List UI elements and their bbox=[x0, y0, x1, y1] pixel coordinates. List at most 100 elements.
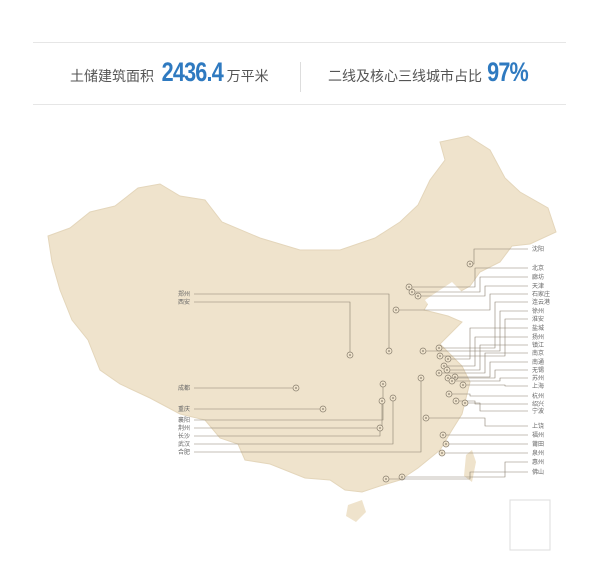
city-label: 合肥 bbox=[178, 448, 190, 456]
city-label: 镇江 bbox=[532, 341, 544, 349]
city-label: 扬州 bbox=[532, 333, 544, 341]
leader-line bbox=[418, 285, 528, 297]
city-label: 佛山 bbox=[532, 468, 544, 476]
stat-label: 二线及核心三线城市占比 bbox=[328, 69, 482, 85]
city-label: 荆州 bbox=[178, 424, 190, 432]
stat-value: 2436.4 bbox=[161, 57, 224, 87]
leader-line bbox=[465, 402, 528, 412]
city-label: 苏州 bbox=[532, 374, 544, 382]
city-marker-center bbox=[322, 408, 324, 410]
city-marker-center bbox=[295, 387, 297, 389]
city-marker-center bbox=[379, 427, 381, 429]
stat-value: 97% bbox=[487, 57, 529, 87]
leader-line bbox=[396, 293, 528, 311]
stat-city-ratio: 二线及核心三线城市占比 97% bbox=[328, 57, 533, 87]
city-marker-center bbox=[448, 393, 450, 395]
city-marker-center bbox=[445, 443, 447, 445]
stat-land-area: 土储建筑面积 2436.4 万平米 bbox=[70, 57, 269, 87]
city-marker-center bbox=[451, 380, 453, 382]
leader-line bbox=[444, 336, 528, 367]
city-marker-center bbox=[392, 397, 394, 399]
city-marker-center bbox=[438, 372, 440, 374]
city-label: 盐城 bbox=[532, 324, 544, 332]
leader-line bbox=[194, 293, 390, 351]
city-marker-center bbox=[349, 354, 351, 356]
city-marker-center bbox=[385, 478, 387, 480]
leader-line bbox=[386, 471, 528, 480]
city-marker-center bbox=[408, 286, 410, 288]
leader-line bbox=[463, 384, 528, 387]
leader-line bbox=[449, 393, 528, 397]
city-marker-center bbox=[401, 476, 403, 478]
city-marker-center bbox=[441, 452, 443, 454]
leader-line bbox=[448, 327, 528, 360]
city-label: 徐州 bbox=[532, 307, 544, 315]
city-label: 北京 bbox=[532, 264, 544, 272]
city-marker-center bbox=[388, 350, 390, 352]
city-label: 天津 bbox=[532, 283, 544, 290]
south-sea-inset bbox=[509, 499, 551, 551]
city-label: 沈阳 bbox=[532, 245, 544, 253]
leader-line bbox=[440, 318, 528, 357]
city-marker-center bbox=[438, 347, 440, 349]
city-label: 襄阳 bbox=[178, 416, 190, 424]
city-label: 宁波 bbox=[532, 407, 544, 415]
city-label: 杭州 bbox=[532, 392, 544, 400]
leader-line bbox=[423, 310, 528, 352]
city-marker-center bbox=[464, 402, 466, 404]
city-label: 石家庄 bbox=[532, 290, 550, 298]
city-marker-center bbox=[422, 350, 424, 352]
leader-line bbox=[409, 267, 528, 288]
city-marker-center bbox=[443, 365, 445, 367]
city-marker-center bbox=[420, 377, 422, 379]
city-label: 长沙 bbox=[178, 432, 190, 440]
city-marker-center bbox=[425, 417, 427, 419]
leader-line bbox=[194, 384, 384, 421]
city-marker-center bbox=[446, 369, 448, 371]
leader-line bbox=[194, 398, 394, 445]
leader-line bbox=[412, 276, 528, 293]
leader-line bbox=[447, 344, 528, 371]
city-label: 绍兴 bbox=[532, 400, 544, 408]
city-marker-center bbox=[442, 434, 444, 436]
city-label: 上饶 bbox=[532, 422, 544, 430]
leader-line bbox=[402, 461, 528, 478]
city-marker-center bbox=[447, 377, 449, 379]
china-landmass bbox=[47, 135, 557, 493]
city-label: 莆田 bbox=[532, 440, 544, 448]
city-label: 成都 bbox=[178, 384, 190, 392]
bottom-divider bbox=[33, 104, 566, 105]
stat-unit: 万平米 bbox=[226, 69, 269, 85]
city-label: 泉州 bbox=[532, 449, 544, 457]
stat-separator bbox=[300, 62, 301, 92]
city-marker-center bbox=[469, 263, 471, 265]
city-marker-center bbox=[382, 383, 384, 385]
hainan-island bbox=[346, 500, 366, 522]
city-marker-center bbox=[454, 376, 456, 378]
city-label: 南京 bbox=[532, 349, 544, 357]
leader-line bbox=[426, 417, 528, 427]
city-marker-center bbox=[439, 355, 441, 357]
leader-line bbox=[194, 378, 422, 453]
leader-line bbox=[439, 301, 528, 349]
city-label: 武汉 bbox=[178, 440, 190, 448]
city-marker-center bbox=[447, 358, 449, 360]
city-label: 南通 bbox=[532, 358, 544, 366]
city-marker-center bbox=[395, 309, 397, 311]
city-label: 廊坊 bbox=[532, 273, 544, 281]
stat-label: 土储建筑面积 bbox=[70, 69, 154, 85]
leader-line bbox=[194, 301, 351, 355]
city-label: 上海 bbox=[532, 382, 544, 390]
leader-line bbox=[448, 369, 528, 379]
city-marker-center bbox=[417, 295, 419, 297]
leader-line bbox=[452, 377, 528, 382]
top-divider bbox=[33, 42, 566, 43]
city-label: 连云港 bbox=[532, 298, 550, 306]
city-marker-center bbox=[462, 384, 464, 386]
city-marker-center bbox=[455, 400, 457, 402]
city-marker-center bbox=[411, 291, 413, 293]
city-label: 重庆 bbox=[178, 405, 190, 413]
city-label: 郑州 bbox=[178, 290, 190, 298]
